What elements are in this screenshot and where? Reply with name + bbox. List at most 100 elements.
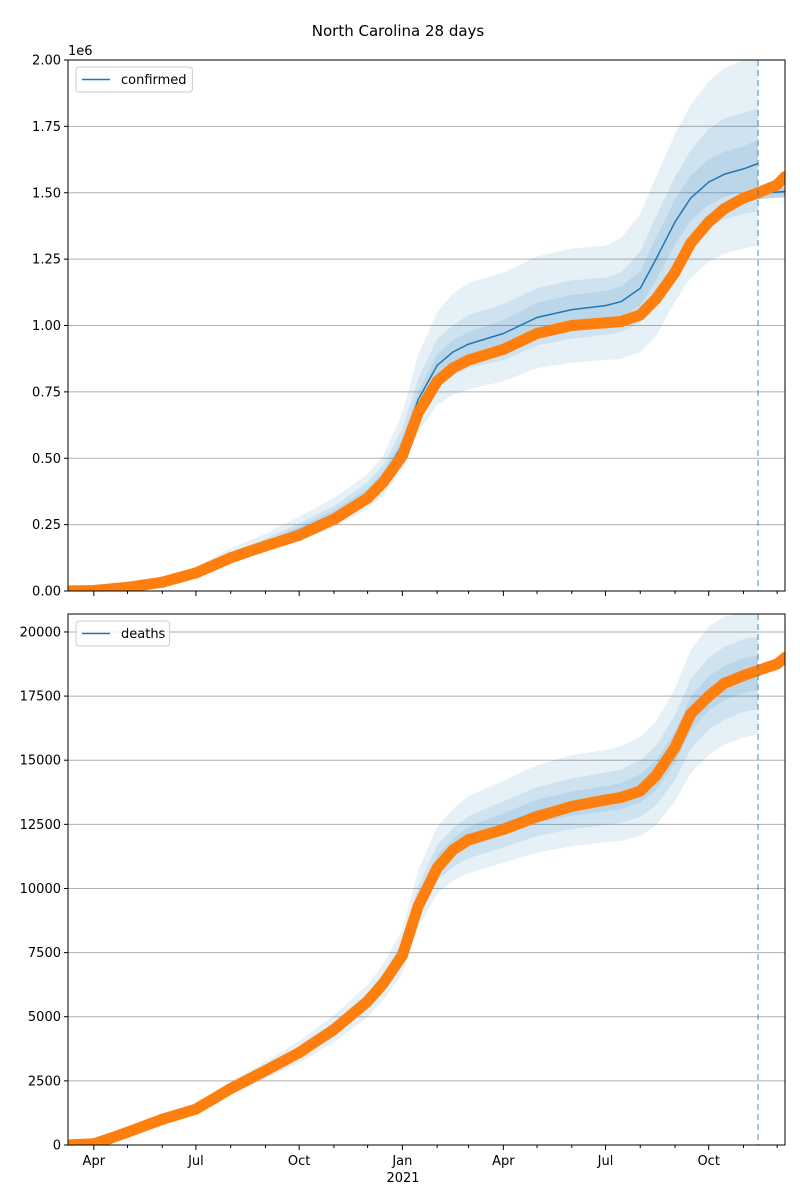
observed-point: [412, 900, 424, 912]
observed-point: [328, 513, 340, 525]
y-tick-label: 2500: [28, 1074, 61, 1089]
observed-point: [738, 670, 749, 682]
confirmed-panel: 0.00 0.25 0.50 0.75 1.00 1.25 1.50 1.75 2.00 1e6 c…: [32, 44, 786, 600]
observed-point: [260, 1065, 271, 1077]
y-tick-label: 0: [53, 1139, 61, 1154]
observed-point: [225, 552, 237, 564]
uncertainty-band-2: [68, 655, 759, 1145]
chart-title: North Carolina 28 days: [312, 22, 485, 40]
y-tick-label: 1.50: [32, 186, 61, 201]
observed-point: [447, 844, 459, 856]
y-tick-label: 10000: [20, 882, 61, 897]
observed-point: [328, 1024, 340, 1036]
observed-point: [685, 708, 697, 720]
observed-point: [615, 791, 627, 803]
legend-label: deaths: [121, 627, 166, 642]
observed-point: [497, 343, 509, 355]
legend-label: confirmed: [121, 73, 187, 88]
observed-point: [68, 1139, 74, 1145]
observed-point: [293, 1047, 305, 1059]
observed-point: [362, 492, 374, 504]
observed-point: [377, 977, 389, 989]
observed-point: [431, 862, 443, 874]
observed-point: [412, 407, 424, 419]
observed-point: [497, 824, 509, 835]
observed-point: [718, 677, 730, 689]
observed-point: [68, 585, 74, 591]
x-tick-label: Apr: [83, 1154, 106, 1169]
x-tick-label: Jan: [391, 1154, 412, 1169]
observed-point: [566, 800, 578, 812]
deaths-panel: 0 2500 5000 7500 10000 12500 15000 17500 20000 Ap…: [20, 613, 786, 1169]
observed-point: [463, 834, 475, 846]
y-tick-label: 7500: [28, 946, 61, 961]
observed-point: [377, 476, 389, 488]
observed-point: [752, 664, 764, 676]
x-tick-label: Jul: [597, 1154, 614, 1169]
observed-point: [293, 529, 305, 541]
observed-point: [122, 581, 133, 591]
observed-point: [396, 949, 408, 961]
observed-point: [396, 450, 408, 462]
observed-point: [566, 320, 578, 331]
y-tick-label: 0.25: [32, 518, 61, 533]
x-tick-label: Oct: [697, 1154, 719, 1169]
observed-point: [600, 317, 611, 329]
observed-point: [779, 171, 785, 183]
y-tick-label: 17500: [20, 690, 61, 705]
observed-point: [718, 203, 730, 215]
y-tick-label: 2.00: [32, 54, 61, 69]
x-year-label: 2021: [386, 1171, 419, 1186]
deaths-observed-line: [68, 652, 785, 1145]
observed-point: [738, 192, 749, 204]
observed-point: [531, 328, 543, 339]
x-tick-label: Apr: [492, 1154, 515, 1169]
y-offset-label: 1e6: [68, 44, 93, 59]
observed-point: [669, 741, 681, 753]
uncertainty-band-1: [68, 107, 759, 591]
uncertainty-band-1: [68, 636, 759, 1145]
x-tick-label: Jul: [187, 1154, 204, 1169]
observed-point: [88, 585, 100, 591]
observed-point: [600, 794, 611, 806]
observed-point: [122, 1126, 133, 1138]
plot-area: [68, 614, 785, 1145]
axes-frame: [67, 613, 786, 1146]
observed-point: [104, 1133, 115, 1145]
observed-point: [156, 576, 168, 588]
y-tick-label: 1.00: [32, 319, 61, 334]
y-tick-label: 1.25: [32, 253, 61, 268]
y-tick-label: 0.50: [32, 452, 61, 467]
legend-box: [75, 620, 171, 647]
observed-point: [771, 179, 783, 191]
observed-point: [615, 316, 627, 327]
plot-area: [68, 60, 785, 591]
observed-point: [156, 1113, 168, 1125]
y-tick-label: 5000: [28, 1010, 61, 1025]
uncertainty-band-0: [68, 60, 759, 591]
observed-point: [650, 293, 662, 305]
observed-point: [703, 216, 715, 228]
y-tick-label: 0.75: [32, 385, 61, 400]
y-tick-label: 12500: [20, 818, 61, 833]
observed-point: [225, 1083, 237, 1095]
axes-frame: [67, 59, 786, 592]
observed-point: [703, 690, 715, 702]
observed-point: [771, 658, 783, 670]
y-tick-label: 1.75: [32, 120, 61, 135]
observed-point: [190, 567, 202, 579]
observed-point: [685, 237, 697, 249]
y-tick-label: 20000: [20, 625, 61, 640]
x-tick-label: Oct: [288, 1154, 310, 1169]
observed-point: [634, 785, 646, 797]
observed-point: [650, 770, 662, 782]
observed-point: [779, 652, 785, 664]
y-tick-label: 0.00: [32, 585, 61, 600]
observed-point: [669, 266, 681, 278]
legend-box: [75, 66, 193, 93]
observed-point: [190, 1103, 202, 1115]
observed-point: [431, 375, 443, 387]
uncertainty-band-0: [68, 614, 759, 1145]
observed-point: [634, 309, 646, 321]
